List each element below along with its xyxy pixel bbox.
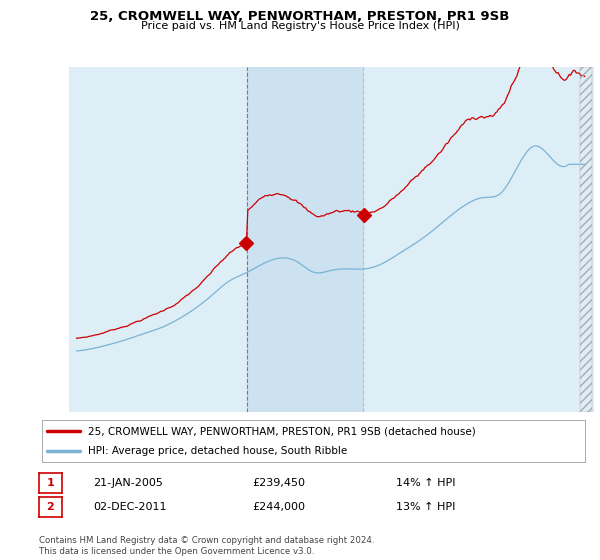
Text: HPI: Average price, detached house, South Ribble: HPI: Average price, detached house, Sout… [88,446,347,456]
Text: 02-DEC-2011: 02-DEC-2011 [93,502,167,512]
Text: 1: 1 [47,478,54,488]
Text: £239,450: £239,450 [252,478,305,488]
Text: 1: 1 [0,559,1,560]
Text: 13% ↑ HPI: 13% ↑ HPI [396,502,455,512]
Bar [247,67,363,412]
Text: 25, CROMWELL WAY, PENWORTHAM, PRESTON, PR1 9SB (detached house): 25, CROMWELL WAY, PENWORTHAM, PRESTON, P… [88,426,476,436]
Text: 21-JAN-2005: 21-JAN-2005 [93,478,163,488]
Text: 2: 2 [47,502,54,512]
Text: 25, CROMWELL WAY, PENWORTHAM, PRESTON, PR1 9SB: 25, CROMWELL WAY, PENWORTHAM, PRESTON, P… [91,10,509,22]
Text: 14% ↑ HPI: 14% ↑ HPI [396,478,455,488]
Text: £244,000: £244,000 [252,502,305,512]
Text: Price paid vs. HM Land Registry's House Price Index (HPI): Price paid vs. HM Land Registry's House … [140,21,460,31]
Text: 2: 2 [0,559,1,560]
Text: Contains HM Land Registry data © Crown copyright and database right 2024.
This d: Contains HM Land Registry data © Crown c… [39,536,374,556]
